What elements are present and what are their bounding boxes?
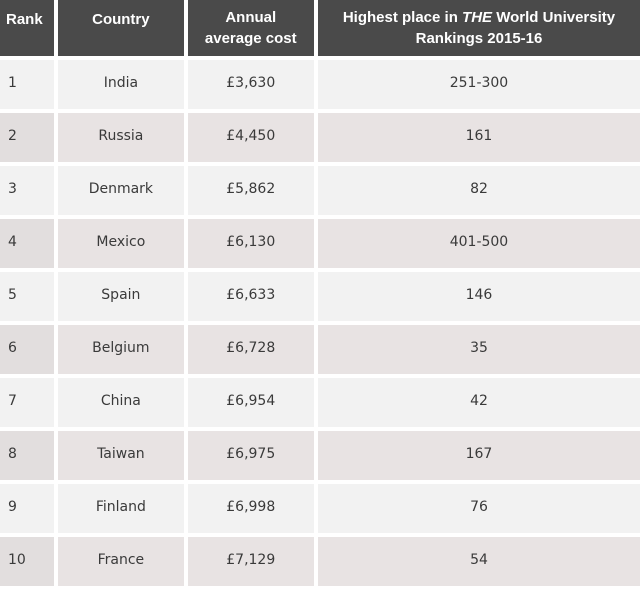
cell-highest-place: 161: [317, 113, 640, 162]
cell-annual-cost: £6,975: [187, 431, 314, 480]
cell-annual-cost: £6,998: [187, 484, 314, 533]
header-highest-place: Highest place in THE World University Ra…: [317, 0, 640, 56]
table-row: 6 Belgium £6,728 35: [0, 325, 640, 374]
cell-highest-place: 54: [317, 537, 640, 586]
cell-highest-place: 251-300: [317, 60, 640, 109]
cell-country: Taiwan: [58, 431, 184, 480]
cell-annual-cost: £6,954: [187, 378, 314, 427]
cell-country: Mexico: [58, 219, 184, 268]
cell-country: China: [58, 378, 184, 427]
cell-annual-cost: £7,129: [187, 537, 314, 586]
header-annual-cost: Annual average cost: [187, 0, 314, 56]
cell-rank: 6: [0, 325, 55, 374]
cell-rank: 9: [0, 484, 55, 533]
cell-highest-place: 401-500: [317, 219, 640, 268]
cell-country: Belgium: [58, 325, 184, 374]
table-row: 3 Denmark £5,862 82: [0, 166, 640, 215]
cell-highest-place: 167: [317, 431, 640, 480]
table-body: 1 India £3,630 251-300 2 Russia £4,450 161 3 Denm…: [0, 60, 640, 586]
cell-rank: 4: [0, 219, 55, 268]
cell-rank: 1: [0, 60, 55, 109]
cell-highest-place: 82: [317, 166, 640, 215]
header-country: Country: [58, 0, 184, 56]
cell-highest-place: 146: [317, 272, 640, 321]
header-highest-place-line1: Highest place in THE World University: [324, 7, 634, 28]
header-row: Rank Country Annual average cost Highest…: [0, 0, 640, 56]
header-rank: Rank: [0, 0, 55, 56]
cell-country: India: [58, 60, 184, 109]
cell-country: France: [58, 537, 184, 586]
table-row: 7 China £6,954 42: [0, 378, 640, 427]
table-row: 4 Mexico £6,130 401-500: [0, 219, 640, 268]
header-highest-place-line2: Rankings 2015-16: [415, 30, 543, 47]
cell-country: Denmark: [58, 166, 184, 215]
cell-annual-cost: £3,630: [187, 60, 314, 109]
cell-annual-cost: £6,633: [187, 272, 314, 321]
header-annual-cost-line2: average cost: [204, 30, 297, 47]
cell-rank: 10: [0, 537, 55, 586]
table-row: 1 India £3,630 251-300: [0, 60, 640, 109]
table-row: 9 Finland £6,998 76: [0, 484, 640, 533]
cell-rank: 2: [0, 113, 55, 162]
cell-annual-cost: £6,130: [187, 219, 314, 268]
cell-annual-cost: £4,450: [187, 113, 314, 162]
header-highest-place-post: World University: [492, 9, 616, 26]
cell-rank: 8: [0, 431, 55, 480]
table-row: 5 Spain £6,633 146: [0, 272, 640, 321]
cell-rank: 3: [0, 166, 55, 215]
table-row: 10 France £7,129 54: [0, 537, 640, 586]
cell-country: Russia: [58, 113, 184, 162]
header-highest-place-the: THE: [462, 9, 493, 26]
header-highest-place-pre: Highest place in: [342, 9, 463, 26]
cell-annual-cost: £5,862: [187, 166, 314, 215]
table-row: 2 Russia £4,450 161: [0, 113, 640, 162]
cell-highest-place: 35: [317, 325, 640, 374]
cell-country: Spain: [58, 272, 184, 321]
table-row: 8 Taiwan £6,975 167: [0, 431, 640, 480]
table-header: Rank Country Annual average cost Highest…: [0, 0, 640, 56]
cell-highest-place: 42: [317, 378, 640, 427]
cell-country: Finland: [58, 484, 184, 533]
cell-rank: 5: [0, 272, 55, 321]
cell-annual-cost: £6,728: [187, 325, 314, 374]
cell-rank: 7: [0, 378, 55, 427]
header-annual-cost-line1: Annual: [225, 9, 277, 26]
cell-highest-place: 76: [317, 484, 640, 533]
